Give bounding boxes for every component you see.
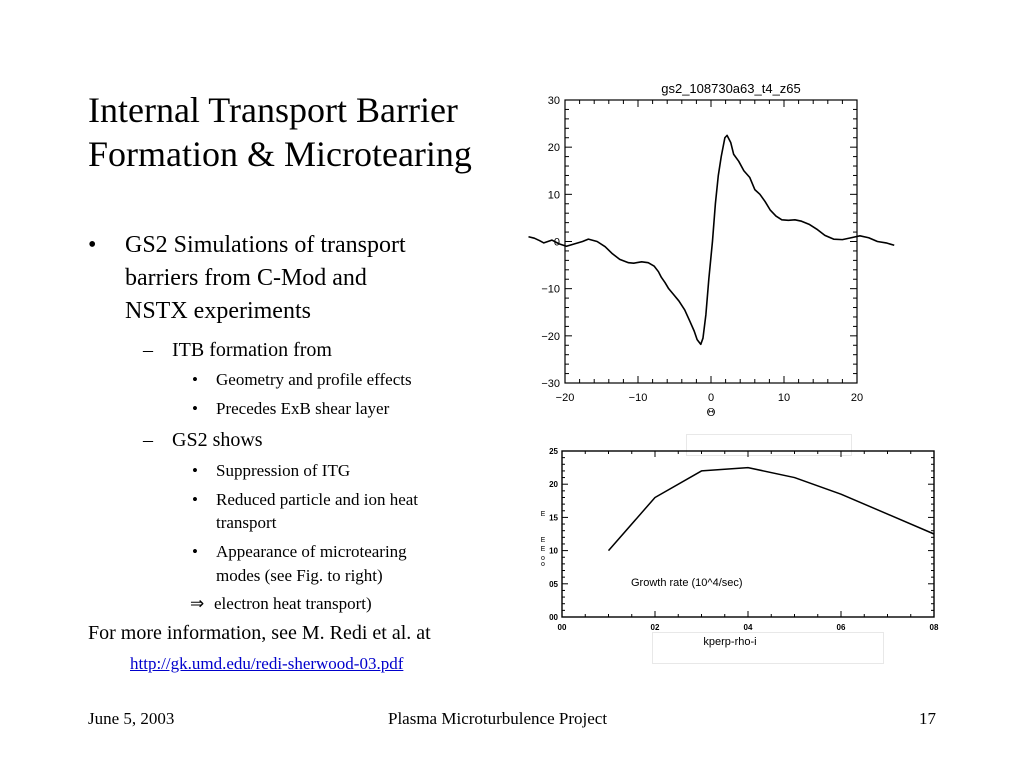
x-tick-label: 0 (708, 392, 714, 404)
item-precedes-exb: Precedes ExB shear layer (216, 399, 390, 418)
footer-date: June 5, 2003 (88, 709, 175, 728)
item-marker: • (192, 399, 198, 418)
item-electron-heat: electron heat transport) (214, 594, 372, 613)
chart-annotation: Growth rate (10^4/sec) (631, 577, 743, 589)
plot-frame (561, 450, 935, 618)
footer-page-number: 17 (919, 709, 936, 728)
item-microtearing-line-2: modes (see Fig. to right) (216, 566, 383, 585)
footer-project: Plasma Microturbulence Project (388, 709, 608, 728)
item-marker: • (192, 542, 198, 561)
more-info-text: For more information, see M. Redi et al.… (88, 622, 431, 644)
growth-rate-line (607, 466, 935, 552)
axis-glyph: E (541, 511, 546, 518)
slide-title: Internal Transport Barrier Formation & M… (88, 88, 472, 176)
bullet-line-3: NSTX experiments (125, 298, 311, 324)
axis-glyph: E (541, 537, 546, 544)
sub-bullet-itb-formation: ITB formation from (172, 339, 332, 361)
item-marker: • (192, 461, 198, 480)
y-tick-label: 10 (549, 547, 558, 556)
xlabel-box (652, 632, 884, 664)
item-reduced-transport-line-1: Reduced particle and ion heat (216, 490, 419, 509)
x-tick-label: 00 (558, 623, 567, 632)
axis-glyph: o (541, 555, 545, 562)
y-tick-label: 15 (549, 513, 558, 522)
sub-bullet-marker-gs2: – (143, 429, 153, 451)
x-tick-label: 20 (851, 392, 863, 404)
y-tick-label: −20 (541, 331, 560, 343)
item-geometry-profile: Geometry and profile effects (216, 370, 412, 389)
caption-placeholder-box (686, 434, 852, 456)
y-tick-label: 20 (549, 480, 558, 489)
x-tick-label: 10 (778, 392, 790, 404)
x-tick-label: 06 (837, 623, 846, 632)
slide-title-line-2: Formation & Microtearing (88, 134, 472, 174)
item-marker: • (192, 370, 198, 389)
y-tick-label: −30 (541, 378, 560, 390)
y-tick-label: 10 (548, 189, 560, 201)
x-tick-label: −10 (629, 392, 648, 404)
y-tick-label: 20 (548, 142, 560, 154)
y-tick-label: 05 (549, 580, 558, 589)
bullet-line-1: GS2 Simulations of transport (125, 232, 406, 258)
x-axis-label: Θ (706, 406, 715, 419)
item-reduced-transport-line-2: transport (216, 513, 277, 532)
slide-title-line-1: Internal Transport Barrier (88, 90, 458, 130)
implies-arrow-icon: ⇒ (190, 594, 205, 613)
chart-title: gs2_108730a63_t4_z65 (661, 81, 801, 96)
y-tick-label: 0 (554, 237, 560, 249)
reference-link[interactable]: http://gk.umd.edu/redi-sherwood-03.pdf (130, 654, 404, 673)
bullet-line-2: barriers from C-Mod and (125, 265, 367, 291)
bullet-marker: • (88, 232, 97, 258)
sub-bullet-gs2-shows: GS2 shows (172, 429, 263, 451)
x-tick-label: −20 (556, 392, 575, 404)
x-tick-label: 02 (651, 623, 660, 632)
axis-glyph: o (541, 561, 545, 568)
x-tick-label: 04 (744, 623, 753, 632)
eigenfunction-line (528, 134, 895, 346)
y-tick-label: 00 (549, 613, 558, 622)
y-tick-label: 25 (549, 447, 558, 456)
axis-glyph: E (541, 546, 546, 553)
item-suppression-itg: Suppression of ITG (216, 461, 351, 480)
y-tick-label: −10 (541, 284, 560, 296)
y-tick-label: 30 (548, 95, 560, 107)
x-tick-label: 08 (930, 623, 939, 632)
sub-bullet-marker-itb: – (143, 339, 153, 361)
item-microtearing-line-1: Appearance of microtearing (216, 542, 407, 561)
item-marker: • (192, 490, 198, 509)
plot-frame (564, 99, 858, 384)
